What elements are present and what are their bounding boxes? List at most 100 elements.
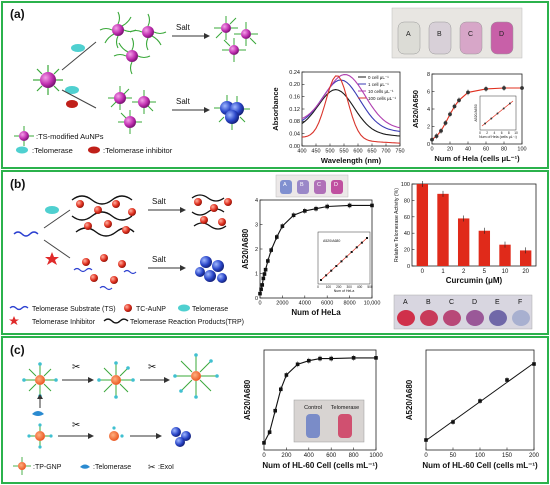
x-tick-label: 500: [325, 149, 334, 155]
inset-x-tick-label: 2: [486, 131, 488, 135]
x-axis-label: Curcumin (μM): [446, 276, 503, 285]
data-point: [284, 373, 289, 377]
x-tick-label: 0: [421, 269, 425, 275]
unextended-aunp-cluster: [108, 86, 156, 134]
vial-b-c: [314, 180, 326, 194]
y-tick-label: 0: [407, 264, 410, 270]
inset-point: [508, 102, 511, 105]
trp-network: [71, 195, 136, 237]
data-point: [314, 206, 318, 211]
photo-label-control: Control: [304, 405, 322, 411]
aggregated-tp-gnp: [171, 427, 191, 447]
x-tick-label: 20: [447, 147, 453, 153]
legend-telomerase: :Telomerase: [32, 146, 73, 155]
arrowhead-c1: [88, 377, 94, 383]
inset-x-axis-label: Num of HeLa: [334, 289, 355, 293]
panel-c-tag: (c): [10, 343, 25, 357]
x-tick-label: 2: [462, 269, 466, 275]
scissors-icon: ✂: [72, 420, 80, 431]
inhibitor-glyph: [66, 100, 78, 108]
x-tick-label: 600: [353, 149, 362, 155]
data-point: [279, 387, 283, 392]
inset-point: [335, 265, 338, 267]
x-tick-label: 0: [424, 453, 428, 459]
inset-point: [330, 269, 333, 272]
bar: [478, 230, 491, 266]
x-tick-label: 2000: [276, 301, 288, 307]
data-point: [295, 362, 300, 367]
vial-c: [459, 21, 483, 55]
y-tick-label: 8: [427, 72, 430, 78]
spectrum-line: [301, 89, 401, 137]
data-point: [261, 276, 266, 281]
y-tick-label: 0: [427, 142, 430, 148]
data-point: [466, 90, 470, 95]
data-point: [262, 272, 267, 276]
inset-x-tick-label: 500: [367, 285, 373, 289]
data-point: [262, 441, 266, 445]
vial-label-a: A: [406, 31, 411, 38]
x-axis-label: Num of HL-60 Cell (cells mL⁻¹): [262, 461, 378, 470]
x-tick-label: 0: [262, 453, 266, 459]
y-tick-label: 20: [404, 248, 410, 254]
x-tick-label: 700: [381, 149, 390, 155]
ts-aunp-start: [33, 65, 63, 95]
bar: [416, 184, 429, 266]
tc-aunp-with-substrate: [73, 254, 137, 291]
inset-point: [484, 122, 487, 125]
data-point: [273, 408, 277, 413]
bar: [437, 193, 449, 266]
x-tick-label: 60: [483, 147, 489, 153]
inset-x-tick-label: 4: [494, 131, 496, 135]
legend-entry: 1 cell μL⁻¹: [368, 82, 389, 87]
data-point: [351, 356, 356, 360]
inset-x-axis-label: Num of Hela (cells μL⁻¹): [479, 135, 517, 139]
data-point: [269, 248, 273, 252]
data-point: [448, 112, 452, 117]
x-axis-label: Num of HeLa: [291, 308, 341, 317]
data-point: [478, 399, 482, 403]
x-tick-label: 1: [441, 269, 445, 275]
x-tick-label: 800: [349, 453, 360, 459]
vial-label-d: D: [499, 31, 504, 38]
x-tick-label: 10,000: [364, 301, 381, 307]
well-label-d: D: [472, 299, 477, 306]
x-axis-label: Num of Hela (cells μL⁻¹): [434, 154, 520, 163]
salt-arrowhead-b1: [180, 207, 186, 213]
panel-c-legend: :TP-GNP :Telomerase ✂ :ExoI: [13, 457, 174, 475]
y-axis-label: Relative Telomerase Activity (%): [394, 188, 400, 262]
salt-label-a2: Salt: [176, 97, 191, 106]
legend-products-icon: [103, 318, 129, 324]
x-tick-label: 650: [367, 149, 376, 155]
inset-x-tick-label: 10: [514, 131, 518, 135]
vial-b-b: [297, 180, 309, 194]
y-tick-label: 0.20: [289, 82, 300, 88]
data-point: [325, 204, 329, 209]
inset-y-axis-label: A520/A650: [474, 104, 478, 121]
x-tick-label: 600: [326, 453, 337, 459]
salt-label-a1: Salt: [176, 23, 191, 32]
salt-arrowhead-a2: [204, 107, 210, 113]
y-tick-label: 0.16: [289, 95, 300, 101]
y-tick-label: 3: [255, 222, 258, 228]
data-point: [457, 98, 461, 103]
tp-gnp-stage-2: [97, 361, 135, 399]
y-tick-label: 2: [255, 247, 258, 253]
data-point: [258, 291, 262, 296]
salt-arrowhead-a1: [204, 33, 210, 39]
x-tick-label: 10: [502, 269, 509, 275]
data-point: [318, 356, 322, 361]
tp-gnp-stage-3: [173, 353, 219, 399]
x-tick-label: 20: [522, 269, 529, 275]
branch-arrow-down: [61, 89, 97, 109]
legend-substrate-icon: [9, 305, 29, 311]
inset-y-axis-label: A520/A680: [323, 239, 340, 243]
inset-point: [355, 246, 358, 249]
plot-frame: [411, 183, 537, 267]
legend-telomerase-icon-b: [178, 304, 190, 312]
data-point: [443, 121, 448, 125]
legend-telomerase-c: :Telomerase: [93, 464, 131, 471]
x-axis-label: Wavelength (nm): [321, 156, 382, 165]
legend-inhibitor-icon: [88, 146, 100, 154]
